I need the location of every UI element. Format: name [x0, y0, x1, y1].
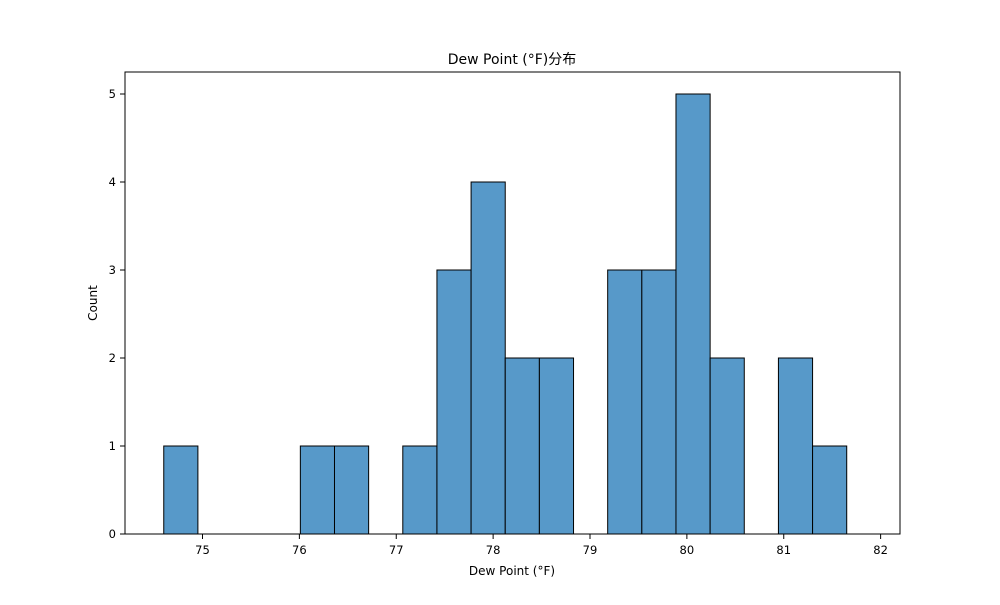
histogram-bar [470, 181, 506, 535]
x-tick-label: 79 [583, 543, 598, 557]
histogram-bar [333, 445, 370, 535]
y-axis-label: Count [86, 285, 100, 321]
chart-title: Dew Point (°F)分布 [448, 52, 576, 68]
y-tick-label: 3 [109, 263, 116, 277]
histogram-bar [777, 357, 814, 535]
y-tick-label: 1 [109, 439, 116, 453]
y-tick-label: 4 [109, 175, 116, 189]
x-axis-ticks: 75 76 77 78 79 80 81 82 [195, 534, 888, 557]
y-tick-label: 2 [109, 351, 116, 365]
histogram-bar [436, 269, 472, 535]
histogram-bar [538, 357, 575, 535]
x-tick-label: 78 [486, 543, 501, 557]
bars-group [163, 93, 848, 535]
x-tick-label: 82 [873, 543, 888, 557]
histogram-bar [709, 357, 745, 535]
x-axis-label: Dew Point (°F) [469, 564, 555, 578]
histogram-bar [675, 93, 711, 535]
histogram-bar [402, 445, 438, 535]
x-tick-label: 76 [292, 543, 307, 557]
histogram-bar [504, 357, 540, 535]
y-tick-label: 5 [109, 87, 116, 101]
histogram-bar [163, 445, 199, 535]
y-tick-label: 0 [109, 527, 116, 541]
plot-frame [124, 71, 901, 535]
y-axis-ticks: 0 1 2 3 4 5 [109, 87, 125, 541]
x-tick-label: 75 [195, 543, 210, 557]
x-tick-label: 81 [776, 543, 791, 557]
histogram-bar [607, 269, 643, 535]
x-tick-label: 80 [680, 543, 695, 557]
histogram-bar [641, 269, 677, 535]
histogram-bar [812, 445, 848, 535]
x-tick-label: 77 [389, 543, 404, 557]
histogram-bar [299, 445, 335, 535]
